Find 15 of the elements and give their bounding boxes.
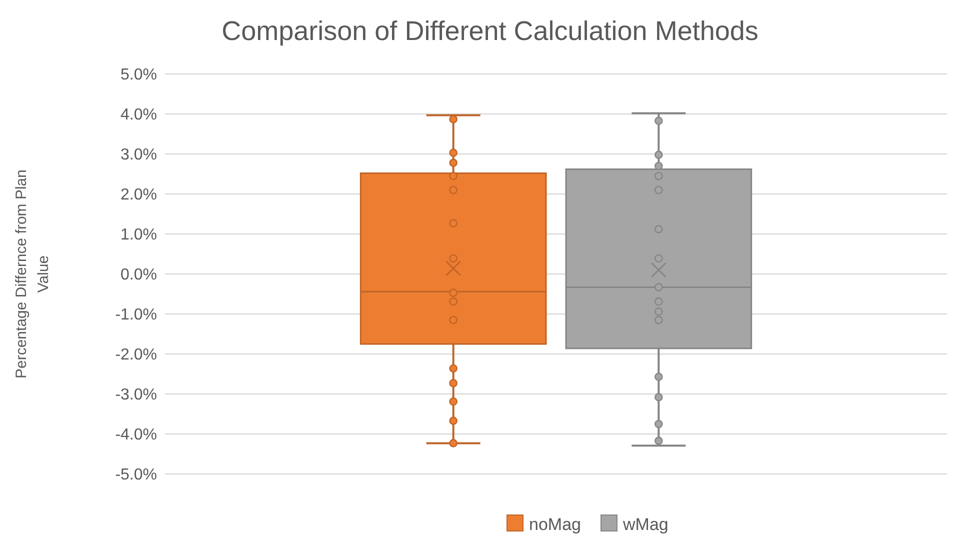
legend-label: noMag [529,515,581,534]
y-tick-label: -5.0% [115,466,157,484]
y-tick-label: 1.0% [120,226,157,244]
y-tick-label: 3.0% [120,146,157,164]
y-tick-label: -2.0% [115,346,157,364]
y-tick-label: 4.0% [120,106,157,124]
y-tick-label: 5.0% [120,66,157,84]
legend-label: wMag [622,515,668,534]
y-tick-label: -1.0% [115,306,157,324]
y-tick-label: 2.0% [120,186,157,204]
y-tick-label: -3.0% [115,386,157,404]
y-tick-label: 0.0% [120,266,157,284]
chart-title: Comparison of Different Calculation Methods [222,16,758,46]
y-axis-title: Percentage Differnce from Plan Value [13,170,52,378]
y-tick-label: -4.0% [115,426,157,444]
